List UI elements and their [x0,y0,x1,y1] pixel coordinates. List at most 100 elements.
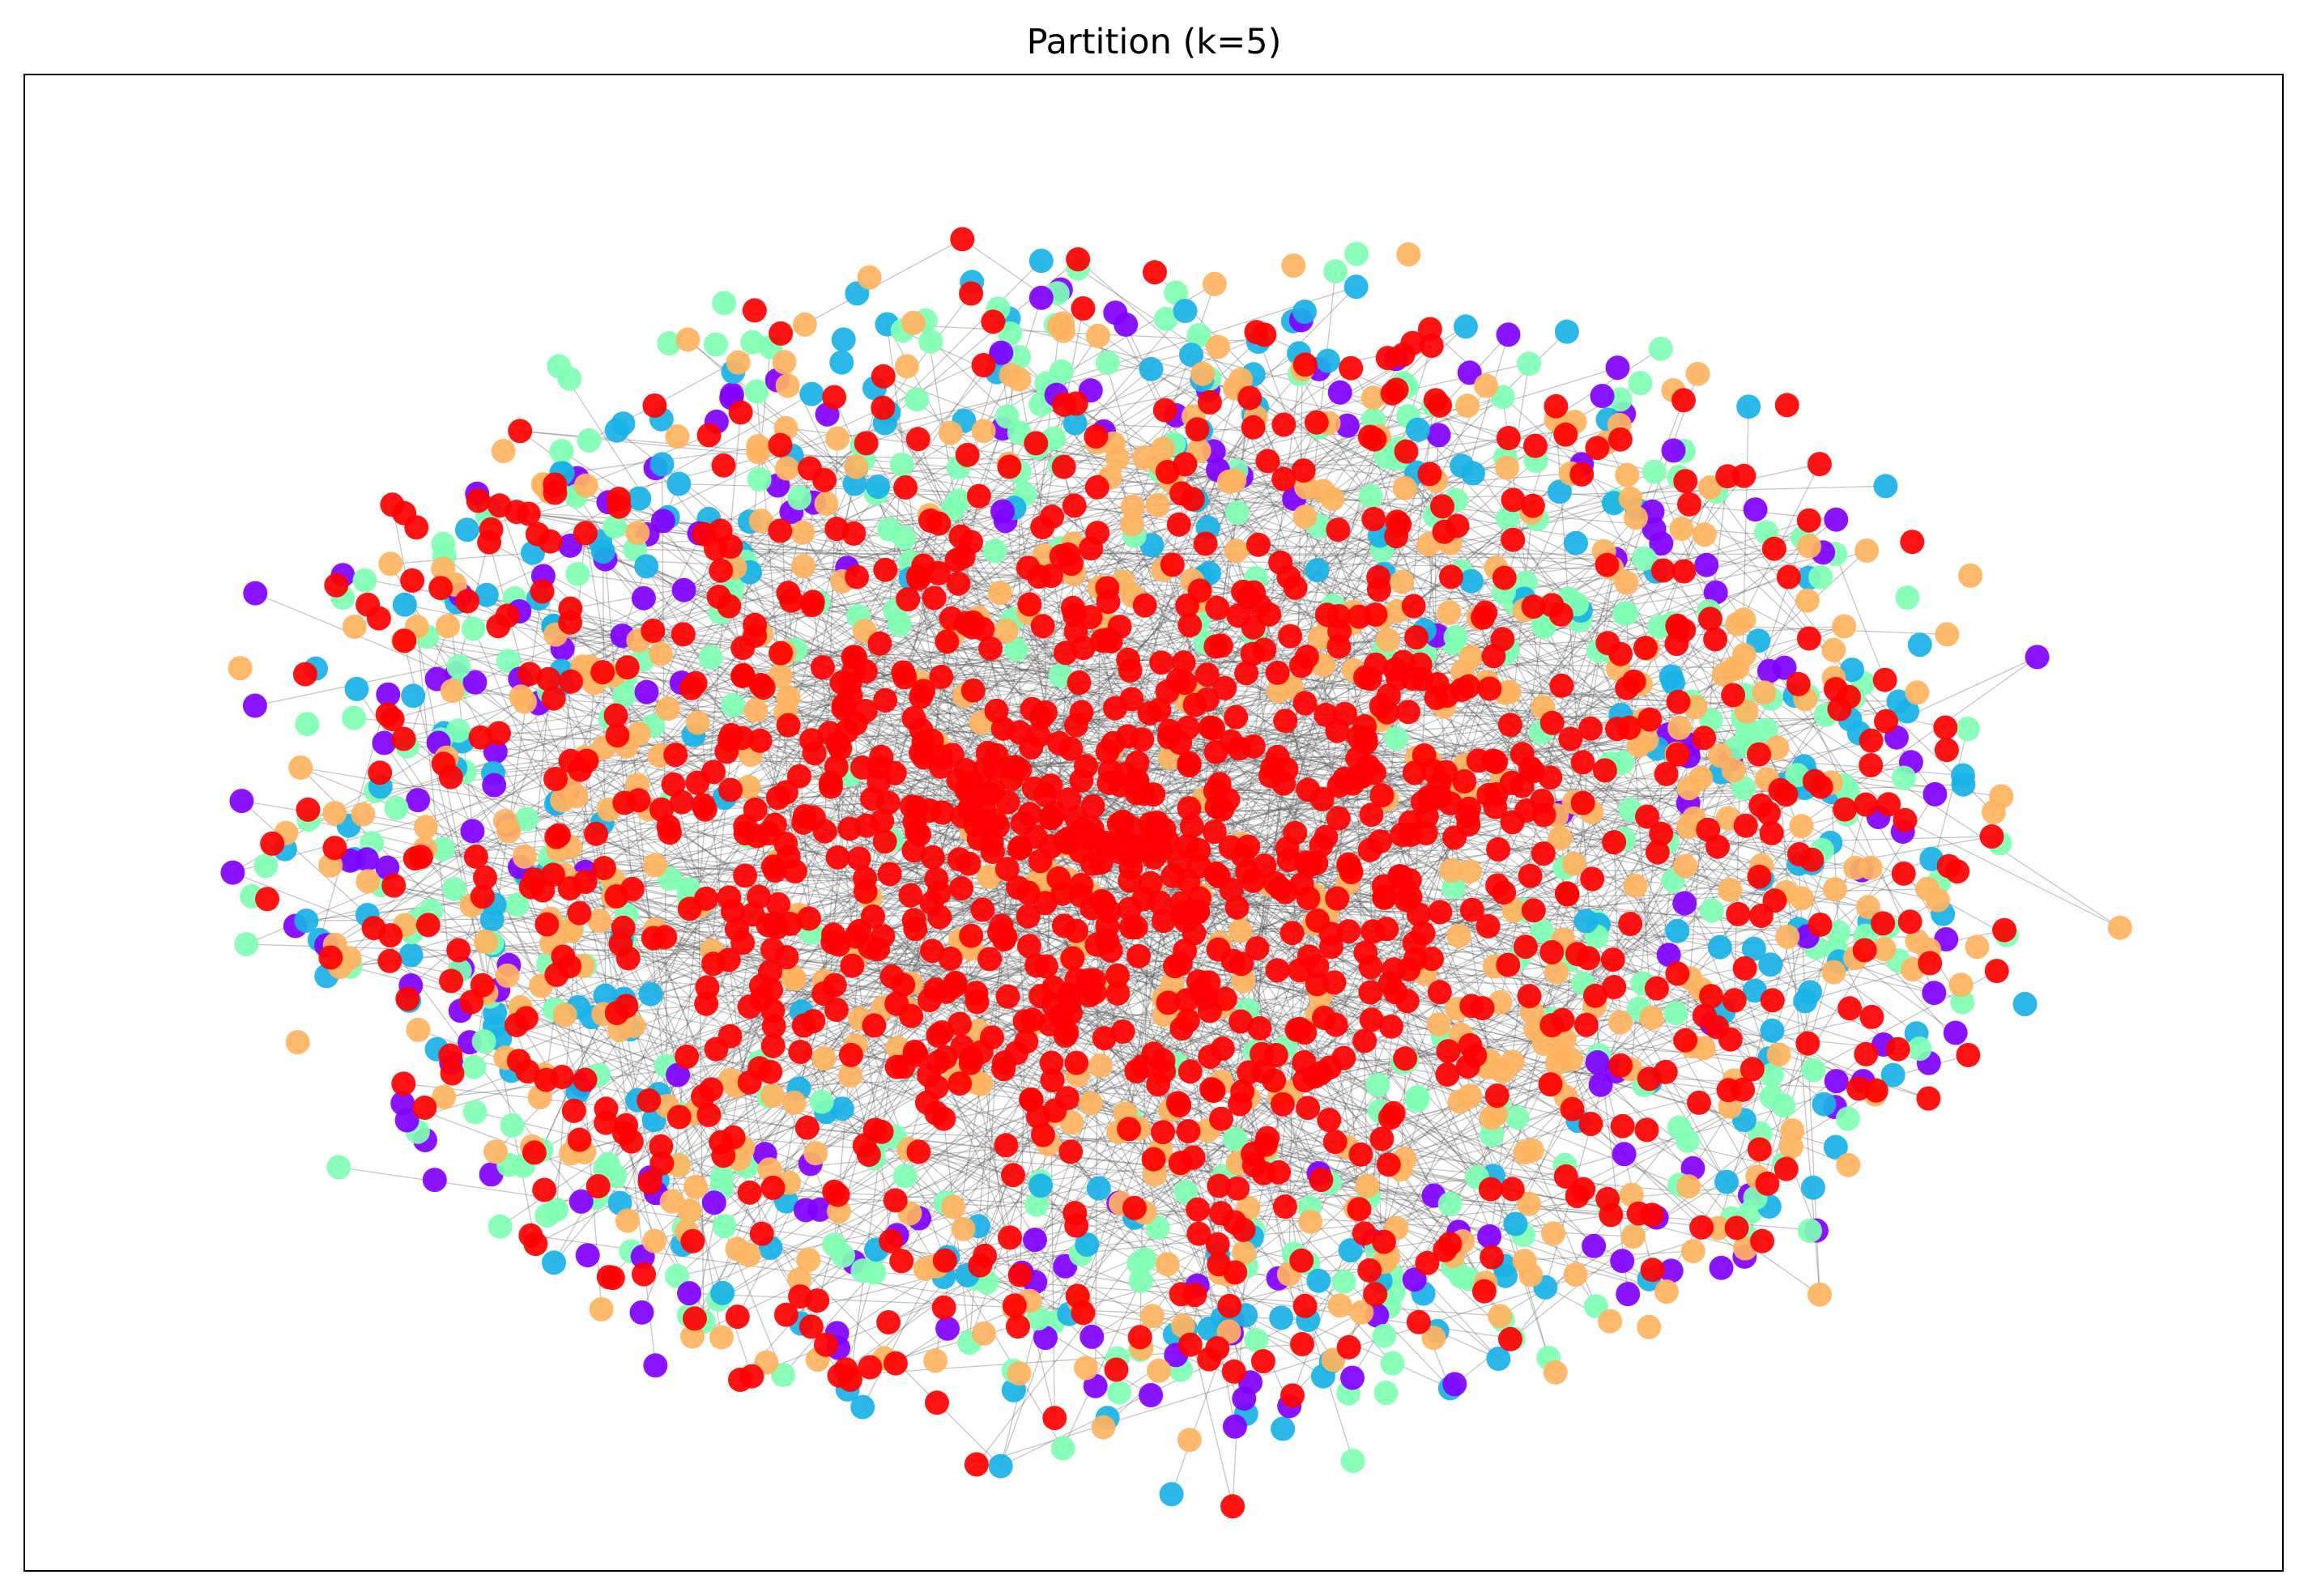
node-community-0 [1083,1373,1108,1398]
node-community-1 [1271,1416,1296,1441]
node-community-0 [1442,1372,1467,1397]
edge [1436,697,1615,988]
edge [1118,742,1367,825]
node-community-3 [431,556,456,581]
edge [1491,939,1564,1258]
node-community-3 [1145,492,1170,517]
edge [969,581,1527,811]
node-community-3 [1074,1356,1099,1381]
edge [909,1212,1030,1302]
node-community-0 [1642,517,1667,542]
node-community-1 [829,1096,854,1121]
node-community-1 [1547,479,1572,504]
node-community-3 [677,1198,702,1224]
node-community-3 [680,1324,705,1349]
node-community-0 [650,509,675,534]
node-community-3 [1618,486,1643,511]
node-community-3 [228,656,253,681]
node-community-3 [1007,1361,1032,1386]
node-community-3 [564,784,589,809]
node-community-3 [1697,475,1722,500]
edge [1834,554,1886,680]
edge [1495,463,1820,1115]
edge [708,518,1820,1296]
node-community-1 [1173,299,1198,323]
node-community-3 [288,755,313,780]
node-community-1 [627,486,652,511]
node-community-3 [1680,1239,1705,1264]
node-community-3 [709,1325,734,1350]
node-community-2 [549,439,574,464]
node-community-3 [923,1348,948,1373]
node-community-3 [1981,799,2006,824]
node-community-0 [2025,645,2050,670]
node-community-2 [234,932,259,956]
node-community-3 [1396,242,1421,267]
node-community-1 [1659,664,1684,689]
edge [682,994,1070,1115]
node-community-3 [1355,1173,1380,1198]
node-community-2 [1771,1093,1796,1118]
node-community-2 [1323,259,1348,284]
edge [1034,770,1534,1241]
node-community-1 [1736,394,1761,419]
node-community-2 [747,467,772,492]
edge [838,668,1734,946]
node-community-1 [710,1280,735,1305]
node-community-3 [901,310,926,335]
node-community-3 [1307,625,1332,650]
edge [1398,448,1889,805]
node-community-3 [1190,361,1216,386]
node-community-2 [496,649,521,674]
node-community-2 [1132,1247,1157,1272]
edge [555,483,1084,649]
node-community-2 [1632,546,1657,571]
node-community-1 [1139,356,1164,381]
node-community-2 [505,892,530,917]
node-community-2 [1628,371,1653,396]
edge [903,812,1562,1068]
node-community-3 [1375,628,1400,653]
node-community-3 [969,1071,994,1096]
node-community-0 [1922,981,1947,1006]
node-community-0 [1496,322,1521,347]
node-community-0 [1943,1020,1968,1045]
node-community-3 [1822,877,1847,902]
node-community-0 [677,1281,702,1306]
edge [1050,535,1397,577]
node-community-2 [488,1214,513,1239]
node-community-1 [401,683,426,709]
node-community-2 [1358,483,1383,509]
node-community-0 [1824,1069,1849,1094]
node-community-3 [1935,622,1960,647]
node-community-3 [1836,1152,1861,1177]
node-community-1 [474,582,499,607]
node-community-2 [326,1155,351,1180]
node-community-3 [1518,1262,1544,1287]
node-community-1 [1503,1211,1528,1236]
edge [1683,630,1884,1045]
node-community-3 [1292,504,1318,530]
node-community-0 [1590,384,1615,408]
edge [1097,532,1225,689]
edge [572,927,603,1309]
edge [654,467,1220,1186]
edge [608,423,1076,811]
node-community-2 [514,807,539,832]
edge [858,615,1207,675]
node-community-3 [1797,534,1821,559]
node-community-3 [432,1084,457,1109]
node-community-3 [1619,1182,1644,1207]
plot-frame [23,74,2284,1572]
node-community-3 [474,930,498,955]
node-community-1 [1554,319,1579,344]
edge [1499,1090,1877,1317]
node-community-3 [746,434,771,459]
node-community-3 [1615,462,1640,487]
node-community-3 [1667,715,1692,740]
node-community-1 [831,327,856,352]
edge [550,394,812,543]
node-community-2 [1676,1128,1700,1153]
node-community-2 [892,1164,918,1189]
node-community-3 [1426,1012,1451,1037]
